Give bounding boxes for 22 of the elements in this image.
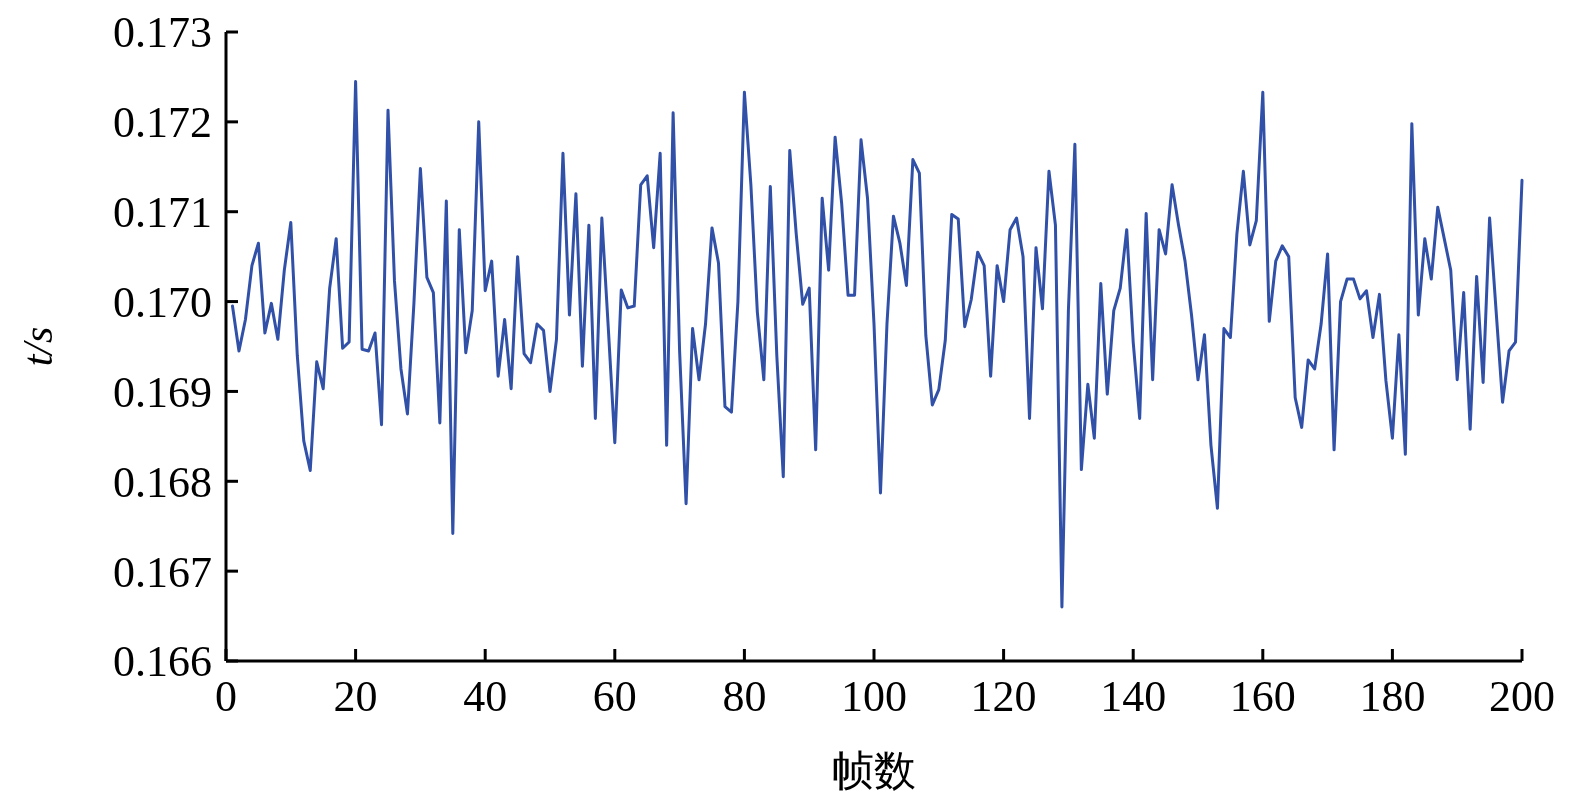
line-series [230,79,1524,609]
y-tick-label: 0.173 [113,8,212,58]
x-tick-label: 160 [1229,672,1296,721]
y-tick-label: 0.169 [113,367,212,417]
x-tick-label: 120 [970,672,1037,721]
y-tick-label: 0.171 [113,188,212,238]
x-tick-label: 200 [1489,672,1555,721]
y-axis-title: t/s [15,326,61,367]
x-tick-label: 100 [841,672,907,721]
y-tick-label: 0.166 [113,637,212,687]
x-tick-label: 0 [215,672,237,721]
y-tick-label: 0.167 [113,547,212,597]
y-tick-label: 0.170 [113,277,212,327]
x-axis-title: 帧数 [832,748,916,794]
x-tick-label: 40 [463,672,508,721]
y-tick-label: 0.172 [113,98,212,148]
x-tick-label: 140 [1100,672,1167,721]
x-tick-label: 80 [722,672,767,721]
x-tick-label: 60 [592,672,637,721]
x-tick-label: 180 [1359,672,1426,721]
y-tick-label: 0.168 [113,457,212,507]
x-tick-label: 20 [333,672,378,721]
